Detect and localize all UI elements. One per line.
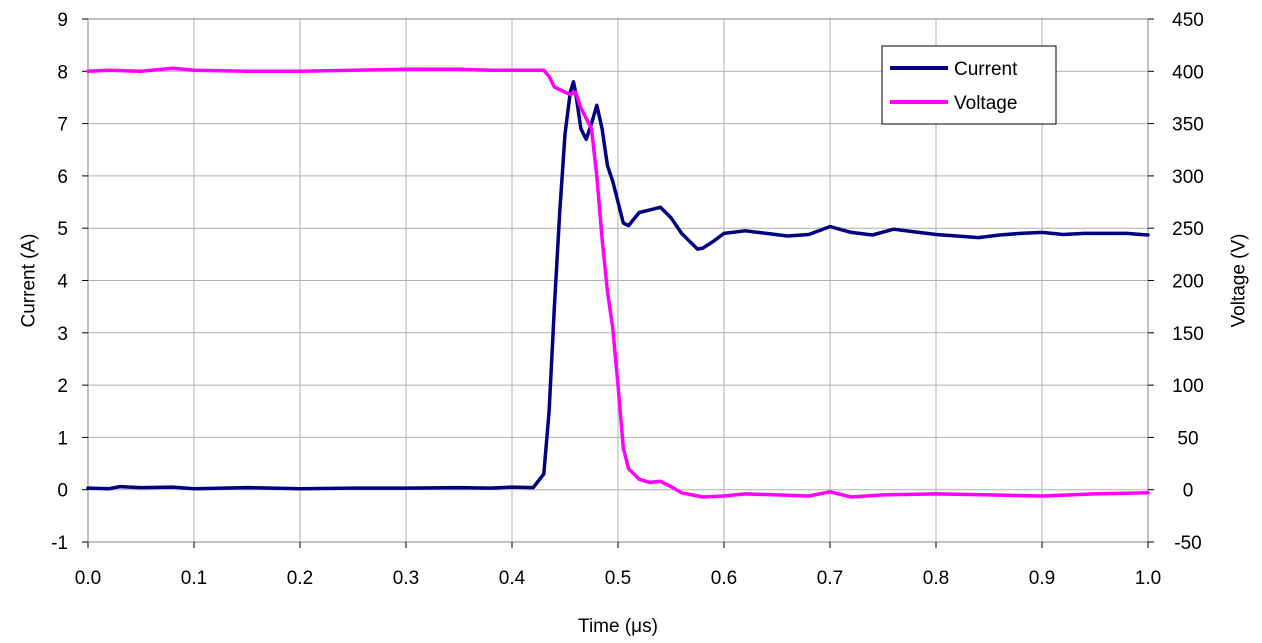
left-y-tick-label: 9 <box>57 10 68 31</box>
x-tick-label: 0.7 <box>817 568 843 589</box>
series-line-voltage <box>86 66 1150 499</box>
left-y-tick-label: 7 <box>57 115 68 136</box>
left-y-tick-label: 0 <box>57 481 68 502</box>
x-tick-label: 0.9 <box>1029 568 1055 589</box>
x-axis-title: Time (μs) <box>578 616 658 637</box>
left-y-tick-label: 5 <box>57 219 68 240</box>
left-y-tick-label: 2 <box>57 376 68 397</box>
right-y-tick-label: 450 <box>1172 10 1204 31</box>
left-y-axis-ticks: -1 0 1 2 3 4 5 6 7 8 9 <box>51 10 88 554</box>
left-y-tick-label: 8 <box>57 62 68 83</box>
legend-label-current: Current <box>954 59 1018 80</box>
right-y-tick-label: 400 <box>1172 62 1204 83</box>
left-y-tick-label: 1 <box>57 428 68 449</box>
right-y-tick-label: 350 <box>1172 115 1204 136</box>
right-y-tick-label: 300 <box>1172 167 1204 188</box>
right-y-tick-label: 250 <box>1172 219 1204 240</box>
left-y-tick-label: -1 <box>51 533 68 554</box>
x-tick-label: 1.0 <box>1135 568 1161 589</box>
x-tick-label: 0.0 <box>75 568 101 589</box>
right-y-tick-label: 100 <box>1172 376 1204 397</box>
x-tick-label: 0.6 <box>711 568 737 589</box>
x-tick-label: 0.3 <box>393 568 419 589</box>
series-layer <box>86 66 1150 499</box>
right-y-tick-label: -50 <box>1174 533 1201 554</box>
legend: Current Voltage <box>881 45 1057 125</box>
x-tick-label: 0.8 <box>923 568 949 589</box>
legend-box <box>881 45 1057 125</box>
right-y-tick-label: 50 <box>1177 428 1198 449</box>
right-y-tick-label: 0 <box>1183 481 1194 502</box>
x-axis-ticks: 0.0 0.1 0.2 0.3 0.4 0.5 0.6 0.7 0.8 0.9 1.0 <box>75 542 1161 589</box>
left-y-tick-label: 6 <box>57 167 68 188</box>
right-y-tick-label: 200 <box>1172 272 1204 293</box>
left-y-tick-label: 3 <box>57 324 68 345</box>
x-tick-label: 0.4 <box>499 568 526 589</box>
x-tick-label: 0.5 <box>605 568 631 589</box>
x-tick-label: 0.1 <box>181 568 207 589</box>
right-y-axis-title: Voltage (V) <box>1229 234 1250 328</box>
left-y-axis-title: Current (A) <box>19 234 40 328</box>
right-y-tick-label: 150 <box>1172 324 1204 345</box>
series-line-current <box>86 80 1150 491</box>
left-y-tick-label: 4 <box>57 272 68 293</box>
x-tick-label: 0.2 <box>287 568 313 589</box>
right-y-axis-ticks: -50 0 50 100 150 200 250 300 350 400 450 <box>1148 10 1204 554</box>
legend-label-voltage: Voltage <box>954 93 1017 114</box>
